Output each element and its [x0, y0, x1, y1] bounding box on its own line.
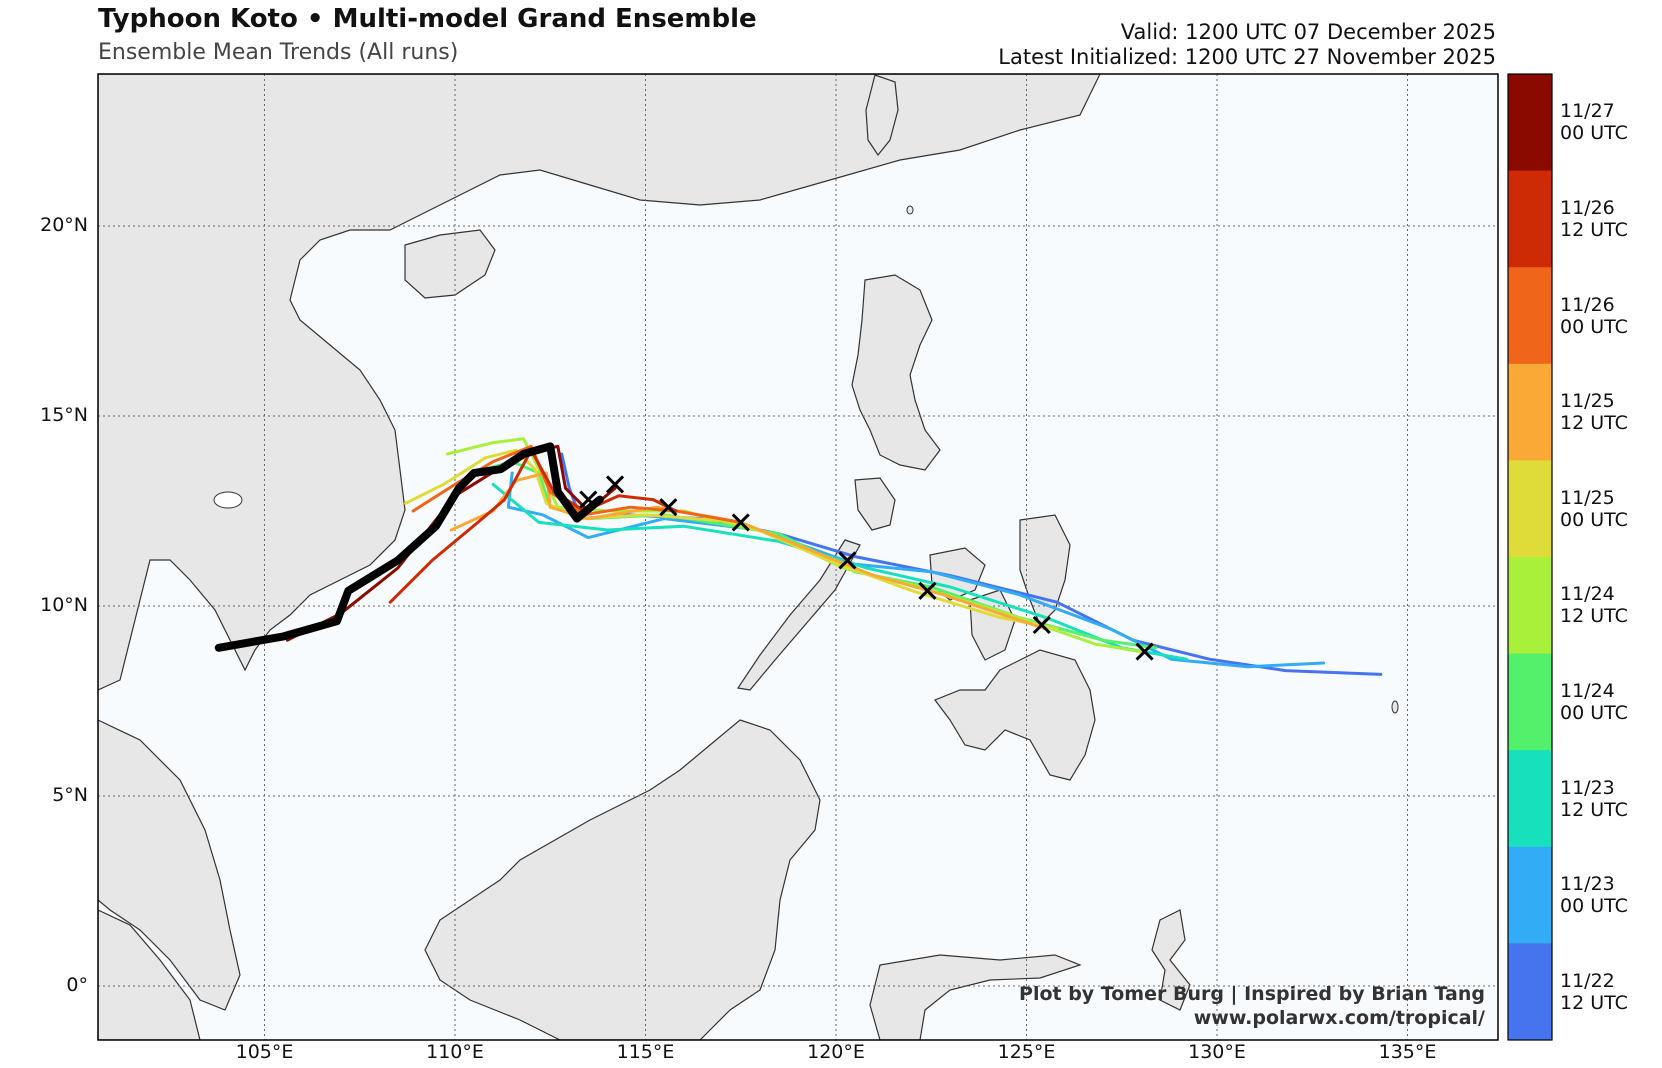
lake-tonle-sap: [213, 491, 243, 509]
colorbar-segment: [1508, 267, 1552, 365]
latest-initialized-time: Latest Initialized: 1200 UTC 27 November…: [998, 45, 1496, 69]
valid-time: Valid: 1200 UTC 07 December 2025: [1120, 20, 1496, 44]
lon-label: 110°E: [426, 1041, 484, 1063]
lat-label: 5°N: [52, 784, 88, 806]
land-borneo: [424, 719, 821, 1040]
position-x-marker: [605, 475, 625, 494]
colorbar-segment: [1508, 74, 1552, 172]
colorbar-label: 11/23 12 UTC: [1560, 776, 1628, 821]
position-x-marker: [659, 498, 678, 517]
colorbar-label: 11/27 00 UTC: [1560, 100, 1628, 145]
land-malay-peninsula: [98, 719, 241, 1011]
colorbar-segment: [1508, 943, 1552, 1041]
colorbar-border: [1507, 73, 1553, 1041]
position-x-marker: [579, 490, 598, 509]
chart-title: Typhoon Koto • Multi-model Grand Ensembl…: [98, 4, 757, 34]
colorbar-segment: [1508, 460, 1552, 558]
lon-label: 135°E: [1378, 1041, 1437, 1063]
lon-label: 105°E: [235, 1041, 294, 1063]
colorbar-label: 11/23 00 UTC: [1560, 873, 1628, 918]
lat-label: 0°: [66, 974, 88, 996]
colorbar-segment: [1508, 170, 1552, 268]
lat-label: 15°N: [40, 404, 88, 426]
land-sulawesi: [869, 954, 1082, 1040]
lat-label: 20°N: [40, 214, 88, 236]
colorbar-label: 11/26 00 UTC: [1560, 293, 1628, 338]
colorbar-segment: [1508, 750, 1552, 848]
gridlines: [98, 74, 1498, 1040]
colorbar-label: 11/26 12 UTC: [1560, 196, 1628, 241]
ensemble-tracks: [214, 437, 1383, 676]
mean-position-markers: [579, 475, 1154, 661]
land-mainland-asia: [98, 74, 1101, 691]
colorbar-label: 11/22 12 UTC: [1560, 969, 1628, 1014]
position-x-marker: [1032, 615, 1051, 635]
colorbar-label: 11/25 00 UTC: [1560, 486, 1628, 531]
colorbar-label: 11/24 00 UTC: [1560, 679, 1628, 724]
land-luzon: [851, 274, 941, 471]
land-hainan: [404, 229, 496, 299]
ensemble-mean-track: [214, 442, 604, 652]
colorbar-segment: [1508, 653, 1552, 751]
land-mindanao: [934, 649, 1096, 781]
land-halmahera: [1151, 909, 1191, 1011]
colorbar-segment: [1508, 846, 1552, 944]
land-sumatra: [98, 909, 201, 1040]
lat-label: 10°N: [40, 594, 88, 616]
position-x-marker: [1135, 642, 1154, 661]
land-layer: [98, 74, 1399, 1040]
map-frame: [97, 73, 1499, 1041]
credit-author: Plot by Tomer Burg | Inspired by Brian T…: [1019, 983, 1485, 1005]
colorbar-segment: [1508, 363, 1552, 461]
lon-label: 130°E: [1188, 1041, 1246, 1063]
island-small-1: [1391, 700, 1399, 714]
land-taiwan: [865, 74, 899, 157]
ensemble-track-line: [388, 448, 678, 604]
position-x-marker: [731, 513, 750, 532]
colorbar: [1507, 73, 1553, 1041]
colorbar-segment: [1508, 557, 1552, 655]
lon-label: 120°E: [807, 1041, 865, 1063]
lon-label: 125°E: [997, 1041, 1056, 1063]
position-x-marker: [918, 581, 937, 600]
land-palawan: [736, 539, 861, 691]
land-mindoro: [854, 477, 896, 531]
lon-label: 115°E: [616, 1041, 675, 1063]
position-x-marker: [838, 551, 857, 570]
island-small-2: [906, 205, 914, 215]
colorbar-label: 11/24 12 UTC: [1560, 583, 1628, 628]
credit-url[interactable]: www.polarwx.com/tropical/: [1193, 1007, 1485, 1029]
colorbar-label: 11/25 12 UTC: [1560, 390, 1628, 435]
chart-subtitle: Ensemble Mean Trends (All runs): [98, 40, 459, 65]
